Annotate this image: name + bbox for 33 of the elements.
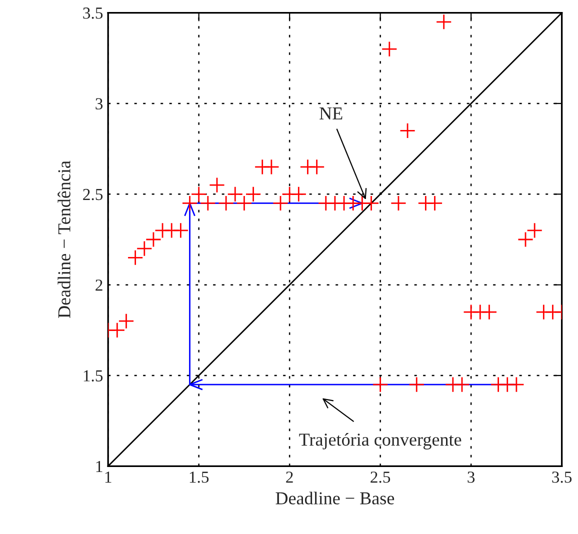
y-tick-label: 2.5 bbox=[83, 188, 103, 200]
point bbox=[408, 376, 425, 393]
point bbox=[426, 195, 443, 212]
y-tick-label: 1.5 bbox=[84, 370, 103, 382]
y-axis-title: Deadline − Tendência bbox=[58, 160, 70, 318]
point bbox=[372, 376, 388, 393]
point bbox=[172, 222, 189, 238]
point bbox=[200, 195, 216, 212]
point bbox=[381, 41, 398, 58]
point bbox=[454, 376, 470, 393]
annotation: Trajetória convergente bbox=[299, 433, 462, 450]
point bbox=[363, 195, 380, 212]
point bbox=[308, 158, 325, 175]
point bbox=[263, 158, 280, 175]
annotation: NE bbox=[320, 108, 342, 120]
x-tick-label: 1.5 bbox=[190, 472, 209, 483]
point bbox=[508, 376, 524, 393]
point bbox=[390, 195, 406, 212]
x-tick-label: 3 bbox=[468, 472, 475, 483]
y-tick-label: 1 bbox=[96, 460, 102, 472]
point bbox=[400, 122, 416, 139]
x-tick-label: 1 bbox=[105, 472, 112, 483]
y-tick-label: 3 bbox=[96, 98, 103, 110]
x-tick-label: 3.5 bbox=[552, 472, 572, 483]
y-tick-label: 3.5 bbox=[83, 8, 103, 19]
x-axis-title: Deadline − Base bbox=[276, 492, 394, 504]
x-tick-label: 2.5 bbox=[370, 472, 390, 483]
x-tick-label: 2 bbox=[286, 472, 293, 483]
point bbox=[290, 186, 307, 202]
point bbox=[481, 304, 498, 320]
y-tick-label: 2 bbox=[96, 280, 102, 291]
point bbox=[436, 14, 452, 30]
point bbox=[209, 177, 225, 194]
